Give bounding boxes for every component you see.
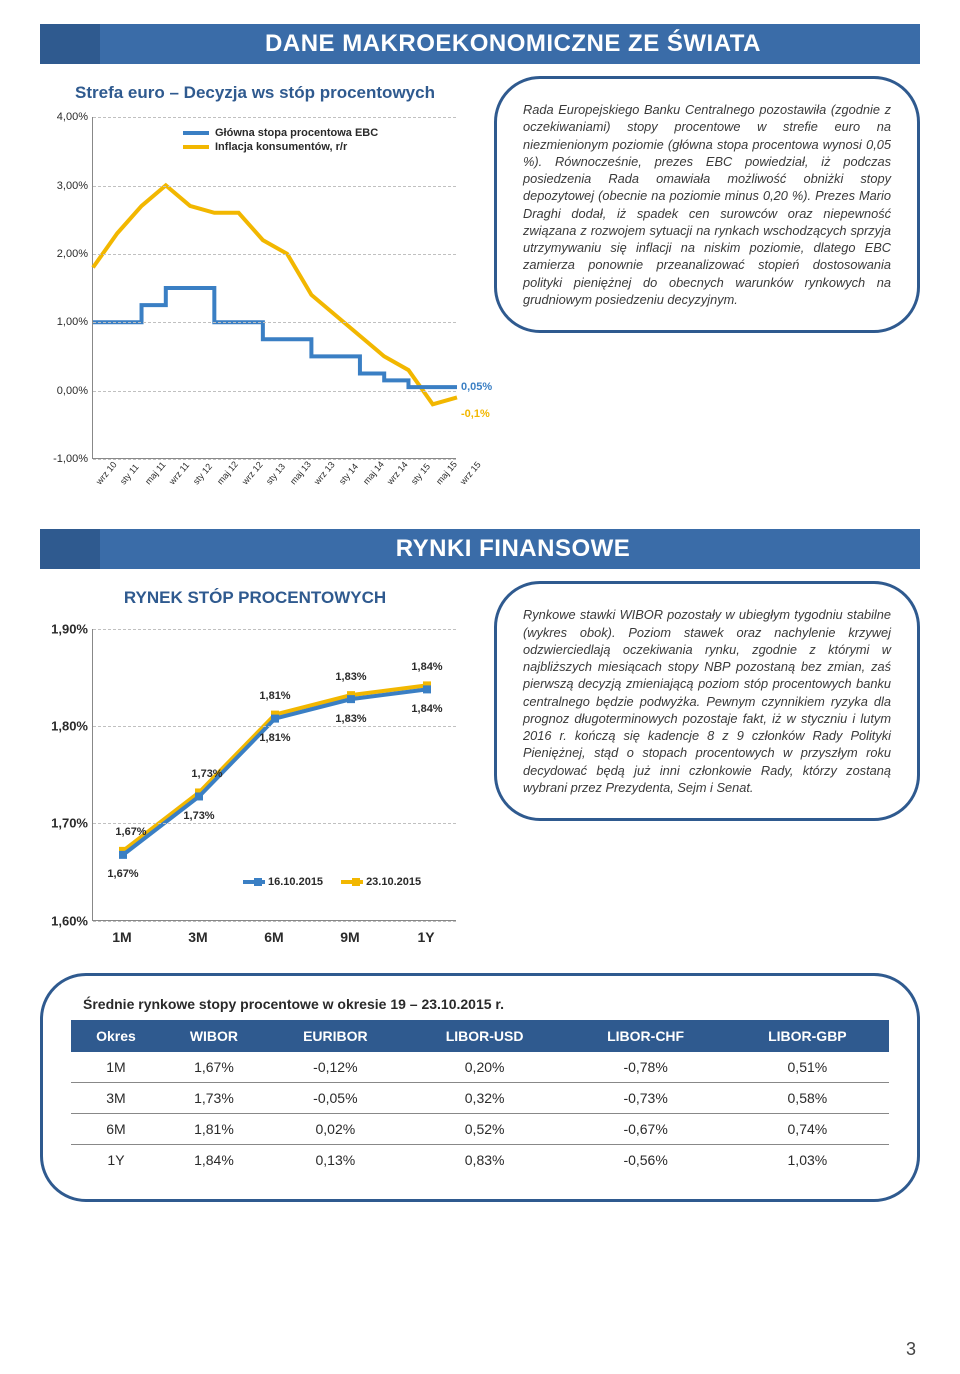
point-label: 1,67% — [107, 868, 138, 880]
point-label: 1,73% — [183, 810, 214, 822]
point-label: 1,81% — [259, 690, 290, 702]
table-cell: 0,83% — [404, 1144, 566, 1175]
x-tick: sty 14 — [337, 462, 360, 487]
x-tick: wrz 15 — [458, 460, 483, 487]
table-cell: 0,74% — [726, 1113, 889, 1144]
end-label: 0,05% — [461, 381, 492, 393]
table-cell: 0,20% — [404, 1052, 566, 1083]
chart2-title: RYNEK STÓP PROCENTOWYCH — [40, 581, 470, 618]
table-cell: 0,58% — [726, 1082, 889, 1113]
rates-table: OkresWIBOREURIBORLIBOR-USDLIBOR-CHFLIBOR… — [71, 1020, 889, 1175]
x-tick: 9M — [340, 929, 359, 945]
table-cell: 1,81% — [161, 1113, 267, 1144]
table-header: EURIBOR — [267, 1020, 404, 1052]
table-cell: 0,51% — [726, 1052, 889, 1083]
y-tick: 1,60% — [51, 913, 88, 928]
x-tick: sty 11 — [118, 462, 141, 486]
x-tick: sty 13 — [264, 462, 287, 487]
point-label: 1,83% — [335, 713, 366, 725]
table-cell: -0,67% — [565, 1113, 725, 1144]
y-tick: 4,00% — [57, 111, 88, 123]
legend-item: Główna stopa procentowa EBC — [183, 127, 378, 139]
y-tick: 2,00% — [57, 248, 88, 260]
x-tick: wrz 13 — [312, 460, 337, 487]
y-tick: 1,80% — [51, 718, 88, 733]
x-tick: maj 14 — [361, 459, 386, 486]
table-row: 1Y1,84%0,13%0,83%-0,56%1,03% — [71, 1144, 889, 1175]
table-cell: -0,73% — [565, 1082, 725, 1113]
table-cell: -0,12% — [267, 1052, 404, 1083]
point-label: 1,84% — [411, 703, 442, 715]
bubble-1: Rada Europejskiego Banku Centralnego poz… — [494, 76, 920, 333]
chart1-title: Strefa euro – Decyzja ws stóp procentowy… — [40, 76, 470, 113]
end-label: -0,1% — [461, 408, 490, 420]
chart2: 1,90%1,80%1,70%1,60% 16.10.201523.10.201… — [40, 625, 460, 945]
x-tick: 6M — [264, 929, 283, 945]
x-tick: sty 15 — [409, 462, 432, 487]
table-row: 3M1,73%-0,05%0,32%-0,73%0,58% — [71, 1082, 889, 1113]
table-cell: 3M — [71, 1082, 161, 1113]
point-label: 1,81% — [259, 732, 290, 744]
legend-item: Inflacja konsumentów, r/r — [183, 141, 378, 153]
legend-item: 23.10.2015 — [341, 876, 421, 888]
legend-item: 16.10.2015 — [243, 876, 323, 888]
point-label: 1,67% — [115, 826, 146, 838]
table-cell: 1,84% — [161, 1144, 267, 1175]
table-header: LIBOR-CHF — [565, 1020, 725, 1052]
point-label: 1,73% — [191, 768, 222, 780]
x-tick: sty 12 — [191, 462, 214, 487]
page-number: 3 — [906, 1339, 916, 1360]
y-tick: 3,00% — [57, 180, 88, 192]
banner-tab — [40, 529, 100, 569]
bubble-2: Rynkowe stawki WIBOR pozostały w ubiegły… — [494, 581, 920, 821]
table-cell: 0,13% — [267, 1144, 404, 1175]
y-tick: -1,00% — [53, 453, 88, 465]
point-label: 1,84% — [411, 661, 442, 673]
table-cell: 1,73% — [161, 1082, 267, 1113]
banner-tab — [40, 24, 100, 64]
table-cell: 6M — [71, 1113, 161, 1144]
table-cell: 1,67% — [161, 1052, 267, 1083]
banner-title-2: RYNKI FINANSOWE — [100, 529, 920, 569]
y-tick: 1,90% — [51, 621, 88, 636]
table-cell: 1,03% — [726, 1144, 889, 1175]
table-cell: 0,32% — [404, 1082, 566, 1113]
table-header: WIBOR — [161, 1020, 267, 1052]
rates-table-wrap: Średnie rynkowe stopy procentowe w okres… — [40, 973, 920, 1202]
table-title: Średnie rynkowe stopy procentowe w okres… — [83, 996, 889, 1012]
table-cell: 1Y — [71, 1144, 161, 1175]
table-cell: 0,52% — [404, 1113, 566, 1144]
table-header: Okres — [71, 1020, 161, 1052]
table-header: LIBOR-USD — [404, 1020, 566, 1052]
table-cell: -0,56% — [565, 1144, 725, 1175]
point-label: 1,83% — [335, 671, 366, 683]
x-tick: maj 15 — [434, 459, 459, 486]
x-tick: maj 12 — [215, 459, 240, 486]
x-tick: wrz 10 — [94, 460, 119, 487]
x-tick: wrz 11 — [167, 460, 191, 486]
table-row: 1M1,67%-0,12%0,20%-0,78%0,51% — [71, 1052, 889, 1083]
y-tick: 0,00% — [57, 385, 88, 397]
x-tick: 3M — [188, 929, 207, 945]
x-tick: wrz 14 — [385, 460, 410, 487]
table-header: LIBOR-GBP — [726, 1020, 889, 1052]
header-banner-1: DANE MAKROEKONOMICZNE ZE ŚWIATA — [40, 24, 920, 64]
x-tick: wrz 12 — [240, 460, 265, 487]
x-tick: maj 11 — [143, 460, 168, 487]
header-banner-2: RYNKI FINANSOWE — [40, 529, 920, 569]
table-cell: -0,78% — [565, 1052, 725, 1083]
x-tick: 1Y — [417, 929, 434, 945]
table-row: 6M1,81%0,02%0,52%-0,67%0,74% — [71, 1113, 889, 1144]
x-tick: maj 13 — [288, 459, 313, 486]
table-cell: -0,05% — [267, 1082, 404, 1113]
y-tick: 1,00% — [57, 316, 88, 328]
table-cell: 1M — [71, 1052, 161, 1083]
table-cell: 0,02% — [267, 1113, 404, 1144]
x-tick: 1M — [112, 929, 131, 945]
banner-title-1: DANE MAKROEKONOMICZNE ZE ŚWIATA — [100, 24, 920, 64]
y-tick: 1,70% — [51, 816, 88, 831]
chart1: 4,00% 3,00% 2,00% 1,00% 0,00% -1,00% Główna s… — [40, 113, 460, 483]
